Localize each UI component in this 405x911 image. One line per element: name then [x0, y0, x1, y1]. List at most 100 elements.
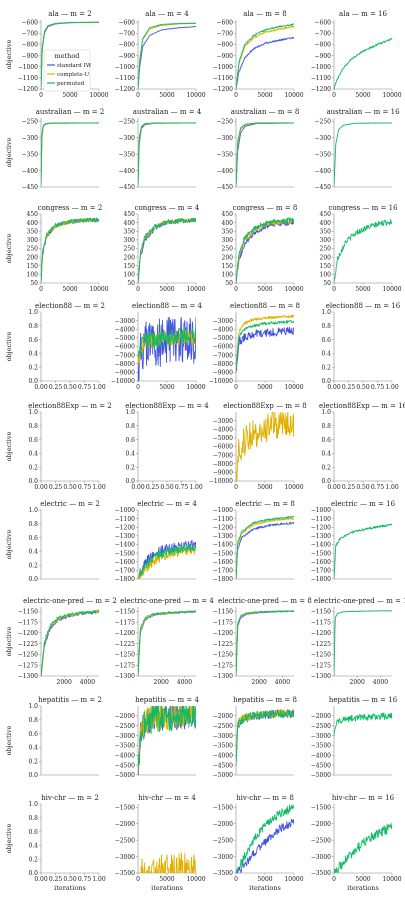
y-tick-label: −350: [217, 151, 234, 158]
panel-title: hepatitis — m = 2: [38, 696, 102, 704]
x-tick-label: 1.00: [189, 484, 203, 491]
series-line-standard-iw: [41, 610, 99, 676]
y-axis-label: objective: [5, 626, 13, 656]
y-tick-label: 0.2: [28, 464, 38, 471]
y-tick-label: −1000: [311, 507, 331, 514]
y-tick-label: −1000: [311, 64, 331, 71]
y-tick-label: −1225: [18, 641, 38, 648]
y-tick-label: 400: [27, 220, 39, 227]
y-tick-label: −1500: [115, 804, 135, 811]
series-line-complete-u: [138, 217, 196, 283]
panel-title: congress — m = 4: [135, 204, 200, 212]
y-tick-label: 50: [30, 280, 38, 287]
x-tick-label: 4000: [275, 679, 290, 686]
series-line-permuted: [236, 515, 294, 579]
series-line-complete-u: [236, 314, 294, 368]
y-tick-label: −1400: [115, 542, 135, 549]
series-line-standard-iw: [236, 610, 294, 676]
series-line-standard-iw: [236, 326, 294, 372]
y-tick-label: −5000: [213, 435, 233, 442]
y-tick-label: −700: [217, 31, 234, 38]
y-tick-label: 0.6: [28, 337, 38, 344]
panel: election88 — m = 4 −3000−4000 −5000 −6000−7…: [111, 302, 206, 391]
panel: hepatitis — m = 2 0.0 0.2 0.4 0.6 0.8 1.0 objec…: [5, 696, 102, 779]
panel: ala — m = 16 −600 −700 −800 −900 −1000 −1100 −1…: [311, 10, 402, 99]
y-tick-label: −3500: [115, 743, 135, 750]
y-tick-label: −1500: [311, 804, 331, 811]
y-tick-label: −1200: [311, 630, 331, 637]
x-tick-label: 2000: [350, 679, 365, 686]
y-tick-label: 0.4: [28, 843, 38, 850]
x-tick-label: 0: [39, 92, 43, 99]
y-tick-label: −1300: [213, 673, 233, 680]
x-tick-label: 0.00: [131, 484, 145, 491]
y-tick-label: −1175: [115, 619, 135, 626]
x-tick-label: 0.25: [342, 484, 356, 491]
series-line-standard-iw: [138, 26, 196, 89]
y-tick-label: −1500: [213, 550, 233, 557]
panel: australian — m = 8 −250 −300 −350 −400 −450: [217, 108, 300, 191]
y-tick-label: −5000: [213, 772, 233, 779]
series-line-permuted: [138, 706, 196, 773]
series-line-standard-iw: [138, 122, 196, 187]
x-tick-label: 5000: [355, 286, 370, 293]
y-tick-label: 0.0: [321, 478, 331, 485]
x-tick-label: 4000: [177, 679, 192, 686]
y-tick-label: −1100: [311, 75, 331, 82]
panel: election88 — m = 8 −3000−4000 −5000 −6000−7…: [209, 302, 304, 391]
y-tick-label: −900: [315, 53, 332, 60]
y-tick-label: −1500: [213, 804, 233, 811]
series-line-permuted: [334, 610, 392, 676]
y-tick-label: −1200: [311, 86, 331, 93]
series-line-permuted: [334, 218, 392, 283]
x-tick-label: 0: [136, 286, 140, 293]
y-tick-label: −2000: [311, 713, 331, 720]
y-tick-label: −1400: [311, 542, 331, 549]
y-tick-label: 150: [27, 263, 39, 270]
x-tick-label: 10000: [89, 286, 108, 293]
series-line-permuted: [138, 327, 196, 359]
panel: electric — m = 8−1000 −1100−1200 −1300 −140…: [213, 500, 295, 583]
series-line-permuted: [334, 822, 392, 873]
panel-title: hepatitis — m = 4: [135, 696, 199, 704]
panel: electric — m = 4−1000 −1100−1200 −1300 −140…: [115, 500, 198, 583]
x-tick-label: 5000: [62, 92, 77, 99]
y-tick-label: −9000: [213, 370, 233, 377]
y-tick-label: −1200: [213, 86, 233, 93]
y-tick-label: −7000: [115, 352, 135, 359]
y-tick-label: −700: [119, 31, 136, 38]
y-tick-label: −1000: [213, 64, 233, 71]
series-line-standard-iw: [236, 818, 294, 873]
y-tick-label: −250: [315, 118, 332, 125]
y-tick-label: −9000: [213, 470, 233, 477]
y-tick-label: 0.6: [321, 437, 331, 444]
x-tick-label: 0.00: [327, 484, 341, 491]
y-tick-label: −8000: [115, 361, 135, 368]
y-tick-label: 450: [27, 211, 39, 218]
y-tick-label: 300: [320, 237, 332, 244]
y-tick-label: −350: [22, 151, 39, 158]
y-tick-label: −4000: [213, 426, 233, 433]
y-axis-label: objective: [5, 233, 13, 263]
y-tick-label: −1250: [213, 652, 233, 659]
y-tick-label: −2500: [213, 723, 233, 730]
x-tick-label: 1.00: [385, 384, 399, 391]
y-tick-label: −3500: [213, 743, 233, 750]
y-tick-label: −350: [119, 151, 136, 158]
x-tick-label: 0.25: [342, 384, 356, 391]
y-tick-label: −1275: [311, 662, 331, 669]
y-tick-label: 50: [323, 280, 331, 287]
y-tick-label: −1225: [213, 641, 233, 648]
y-tick-label: −1250: [115, 652, 135, 659]
y-tick-label: 150: [320, 263, 332, 270]
panel: ala — m = 8 −600 −700 −800 −900 −1000 −1100 −12…: [213, 10, 304, 99]
x-tick-label: 0.00: [34, 384, 48, 391]
x-axis-label: iterations: [151, 884, 183, 892]
y-tick-label: 0.0: [28, 870, 38, 877]
y-tick-label: −450: [22, 184, 39, 191]
y-tick-label: −450: [217, 184, 234, 191]
y-tick-label: −1175: [311, 619, 331, 626]
panel: ala — m = 2 −600 −700 −800 −900 −1000 −1100 −12…: [5, 10, 109, 99]
x-tick-label: 0: [234, 92, 238, 99]
panel-title: australian — m = 2: [36, 108, 105, 116]
